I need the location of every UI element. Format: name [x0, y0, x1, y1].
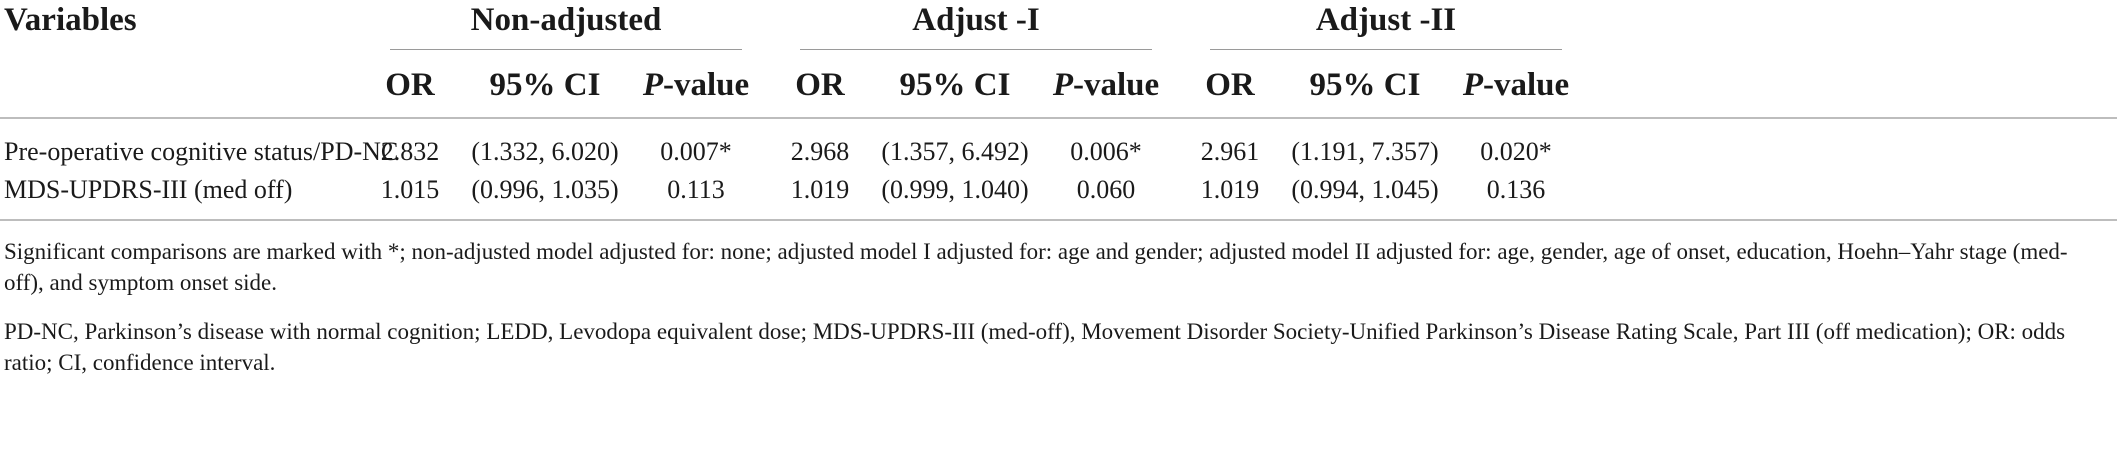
col-header-ci: 95% CI [489, 67, 601, 103]
table-cell: 2.961 [1200, 137, 1260, 166]
table-cell: (0.996, 1.035) [471, 175, 619, 204]
table-cell: 0.060 [1076, 175, 1136, 204]
table-cell: 0.007* [660, 137, 732, 166]
table-cell: (0.999, 1.040) [881, 175, 1029, 204]
table-cell: (0.994, 1.045) [1291, 175, 1439, 204]
header-rule [0, 117, 2117, 119]
table-bottom-rule [0, 219, 2117, 221]
group-underline-adjust-ii [1210, 49, 1562, 50]
group-header-non-adjusted: Non-adjusted [470, 2, 662, 38]
table-cell: 2.832 [380, 137, 440, 166]
footnote-significance: Significant comparisons are marked with … [4, 239, 2068, 295]
col-header-ci: 95% CI [1309, 67, 1421, 103]
col-header-ci: 95% CI [899, 67, 1011, 103]
table-cell: 0.020* [1480, 137, 1552, 166]
table-cell: 0.136 [1486, 175, 1546, 204]
footnote-abbreviations: PD-NC, Parkinson’s disease with normal c… [4, 319, 2066, 375]
col-header-pvalue: P-value [1462, 67, 1570, 103]
group-header-adjust-i: Adjust -I [912, 2, 1040, 38]
table-cell: 2.968 [790, 137, 850, 166]
group-underline-adjust-i [800, 49, 1152, 50]
variables-header: Variables [4, 2, 137, 38]
group-underline-non-adjusted [390, 49, 742, 50]
table-cell: 0.113 [667, 175, 725, 204]
row-label: Pre-operative cognitive status/PD-NC [4, 137, 399, 166]
group-header-adjust-ii: Adjust -II [1315, 2, 1457, 38]
col-header-or: OR [795, 67, 845, 103]
row-label: MDS-UPDRS-III (med off) [4, 175, 293, 204]
col-header-or: OR [385, 67, 435, 103]
col-header-pvalue: P-value [1052, 67, 1160, 103]
col-header-or: OR [1205, 67, 1255, 103]
table-cell: 0.006* [1070, 137, 1142, 166]
table-cell: (1.191, 7.357) [1291, 137, 1439, 166]
table-cell: (1.357, 6.492) [881, 137, 1029, 166]
table-cell: 1.019 [1200, 175, 1260, 204]
table-cell: 1.015 [380, 175, 440, 204]
table-cell: 1.019 [790, 175, 850, 204]
col-header-pvalue: P-value [642, 67, 750, 103]
table-cell: (1.332, 6.020) [471, 137, 619, 166]
